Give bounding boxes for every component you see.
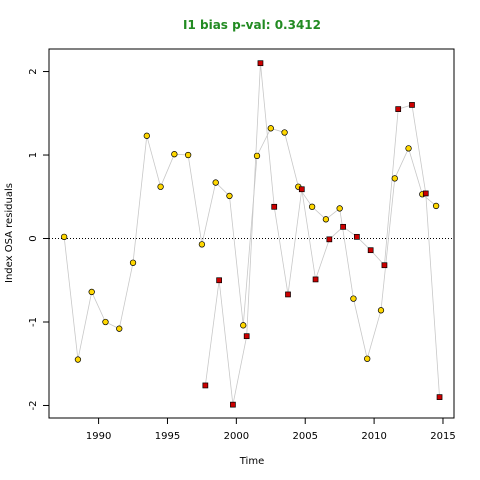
point-s1-7 (157, 183, 164, 190)
point-s2-8 (312, 276, 319, 283)
point-s2-3 (243, 333, 250, 340)
point-s1-25 (405, 145, 412, 152)
point-s1-12 (226, 192, 233, 200)
point-s1-20 (336, 205, 343, 212)
x-tick-label-1995: 1995 (155, 431, 180, 442)
point-s1-13 (240, 322, 247, 329)
point-s1-5 (129, 259, 137, 266)
point-s2-5 (271, 203, 278, 210)
point-s1-9 (184, 151, 192, 159)
point-s2-9 (326, 236, 333, 243)
x-tick-label-2000: 2000 (224, 431, 249, 442)
point-s1-4 (116, 325, 123, 332)
point-s2-7 (298, 186, 305, 193)
point-s2-1 (216, 277, 222, 284)
x-tick-label-1990: 1990 (86, 431, 111, 442)
y-tick-label--2: -2 (28, 400, 39, 410)
point-s2-12 (367, 247, 374, 254)
point-s1-0 (61, 233, 68, 240)
data-points (61, 60, 443, 408)
point-s2-4 (257, 60, 264, 67)
point-s1-8 (171, 151, 178, 158)
point-s1-22 (364, 355, 371, 362)
x-tick-label-2015: 2015 (430, 431, 455, 442)
y-tick-label-2: 2 (28, 68, 39, 74)
point-s2-14 (395, 106, 402, 112)
point-s2-6 (285, 291, 291, 298)
point-s2-11 (354, 233, 360, 240)
point-s1-2 (88, 288, 95, 296)
point-s2-17 (436, 394, 443, 400)
point-s1-27 (432, 202, 440, 210)
connector-lines (63, 63, 440, 405)
point-s1-18 (308, 203, 316, 210)
point-s1-1 (74, 356, 82, 363)
connector-line-1 (63, 127, 437, 360)
point-s1-24 (391, 175, 398, 182)
point-s2-2 (230, 401, 236, 408)
point-s1-11 (212, 179, 219, 186)
point-s1-21 (350, 295, 357, 302)
point-s1-16 (281, 129, 288, 136)
y-axis: -2 -1 0 1 2 (28, 68, 49, 410)
point-s2-0 (202, 382, 209, 389)
connector-line-2 (204, 63, 440, 405)
point-s1-14 (253, 152, 261, 160)
point-s1-19 (322, 216, 330, 223)
point-s2-16 (422, 190, 429, 197)
chart-title: I1 bias p-val: 0.3412 (183, 18, 321, 32)
point-s2-10 (340, 223, 346, 230)
point-s2-15 (409, 102, 415, 108)
y-tick-label-0: 0 (28, 235, 39, 241)
point-s1-6 (143, 132, 150, 139)
x-tick-label-2010: 2010 (361, 431, 386, 442)
point-s1-3 (102, 318, 109, 326)
plot-frame (48, 48, 455, 419)
x-axis: 1990 1995 2000 2005 2010 2015 (86, 418, 456, 442)
y-tick-label--1: -1 (28, 317, 39, 327)
x-tick-label-2005: 2005 (292, 431, 317, 442)
x-axis-label: Time (239, 456, 264, 467)
point-s1-15 (267, 125, 274, 132)
point-s1-10 (198, 241, 206, 248)
point-s1-23 (377, 307, 385, 314)
y-tick-label-1: 1 (28, 152, 39, 158)
point-s2-13 (381, 262, 388, 269)
y-axis-label: Index OSA residuals (4, 183, 15, 283)
